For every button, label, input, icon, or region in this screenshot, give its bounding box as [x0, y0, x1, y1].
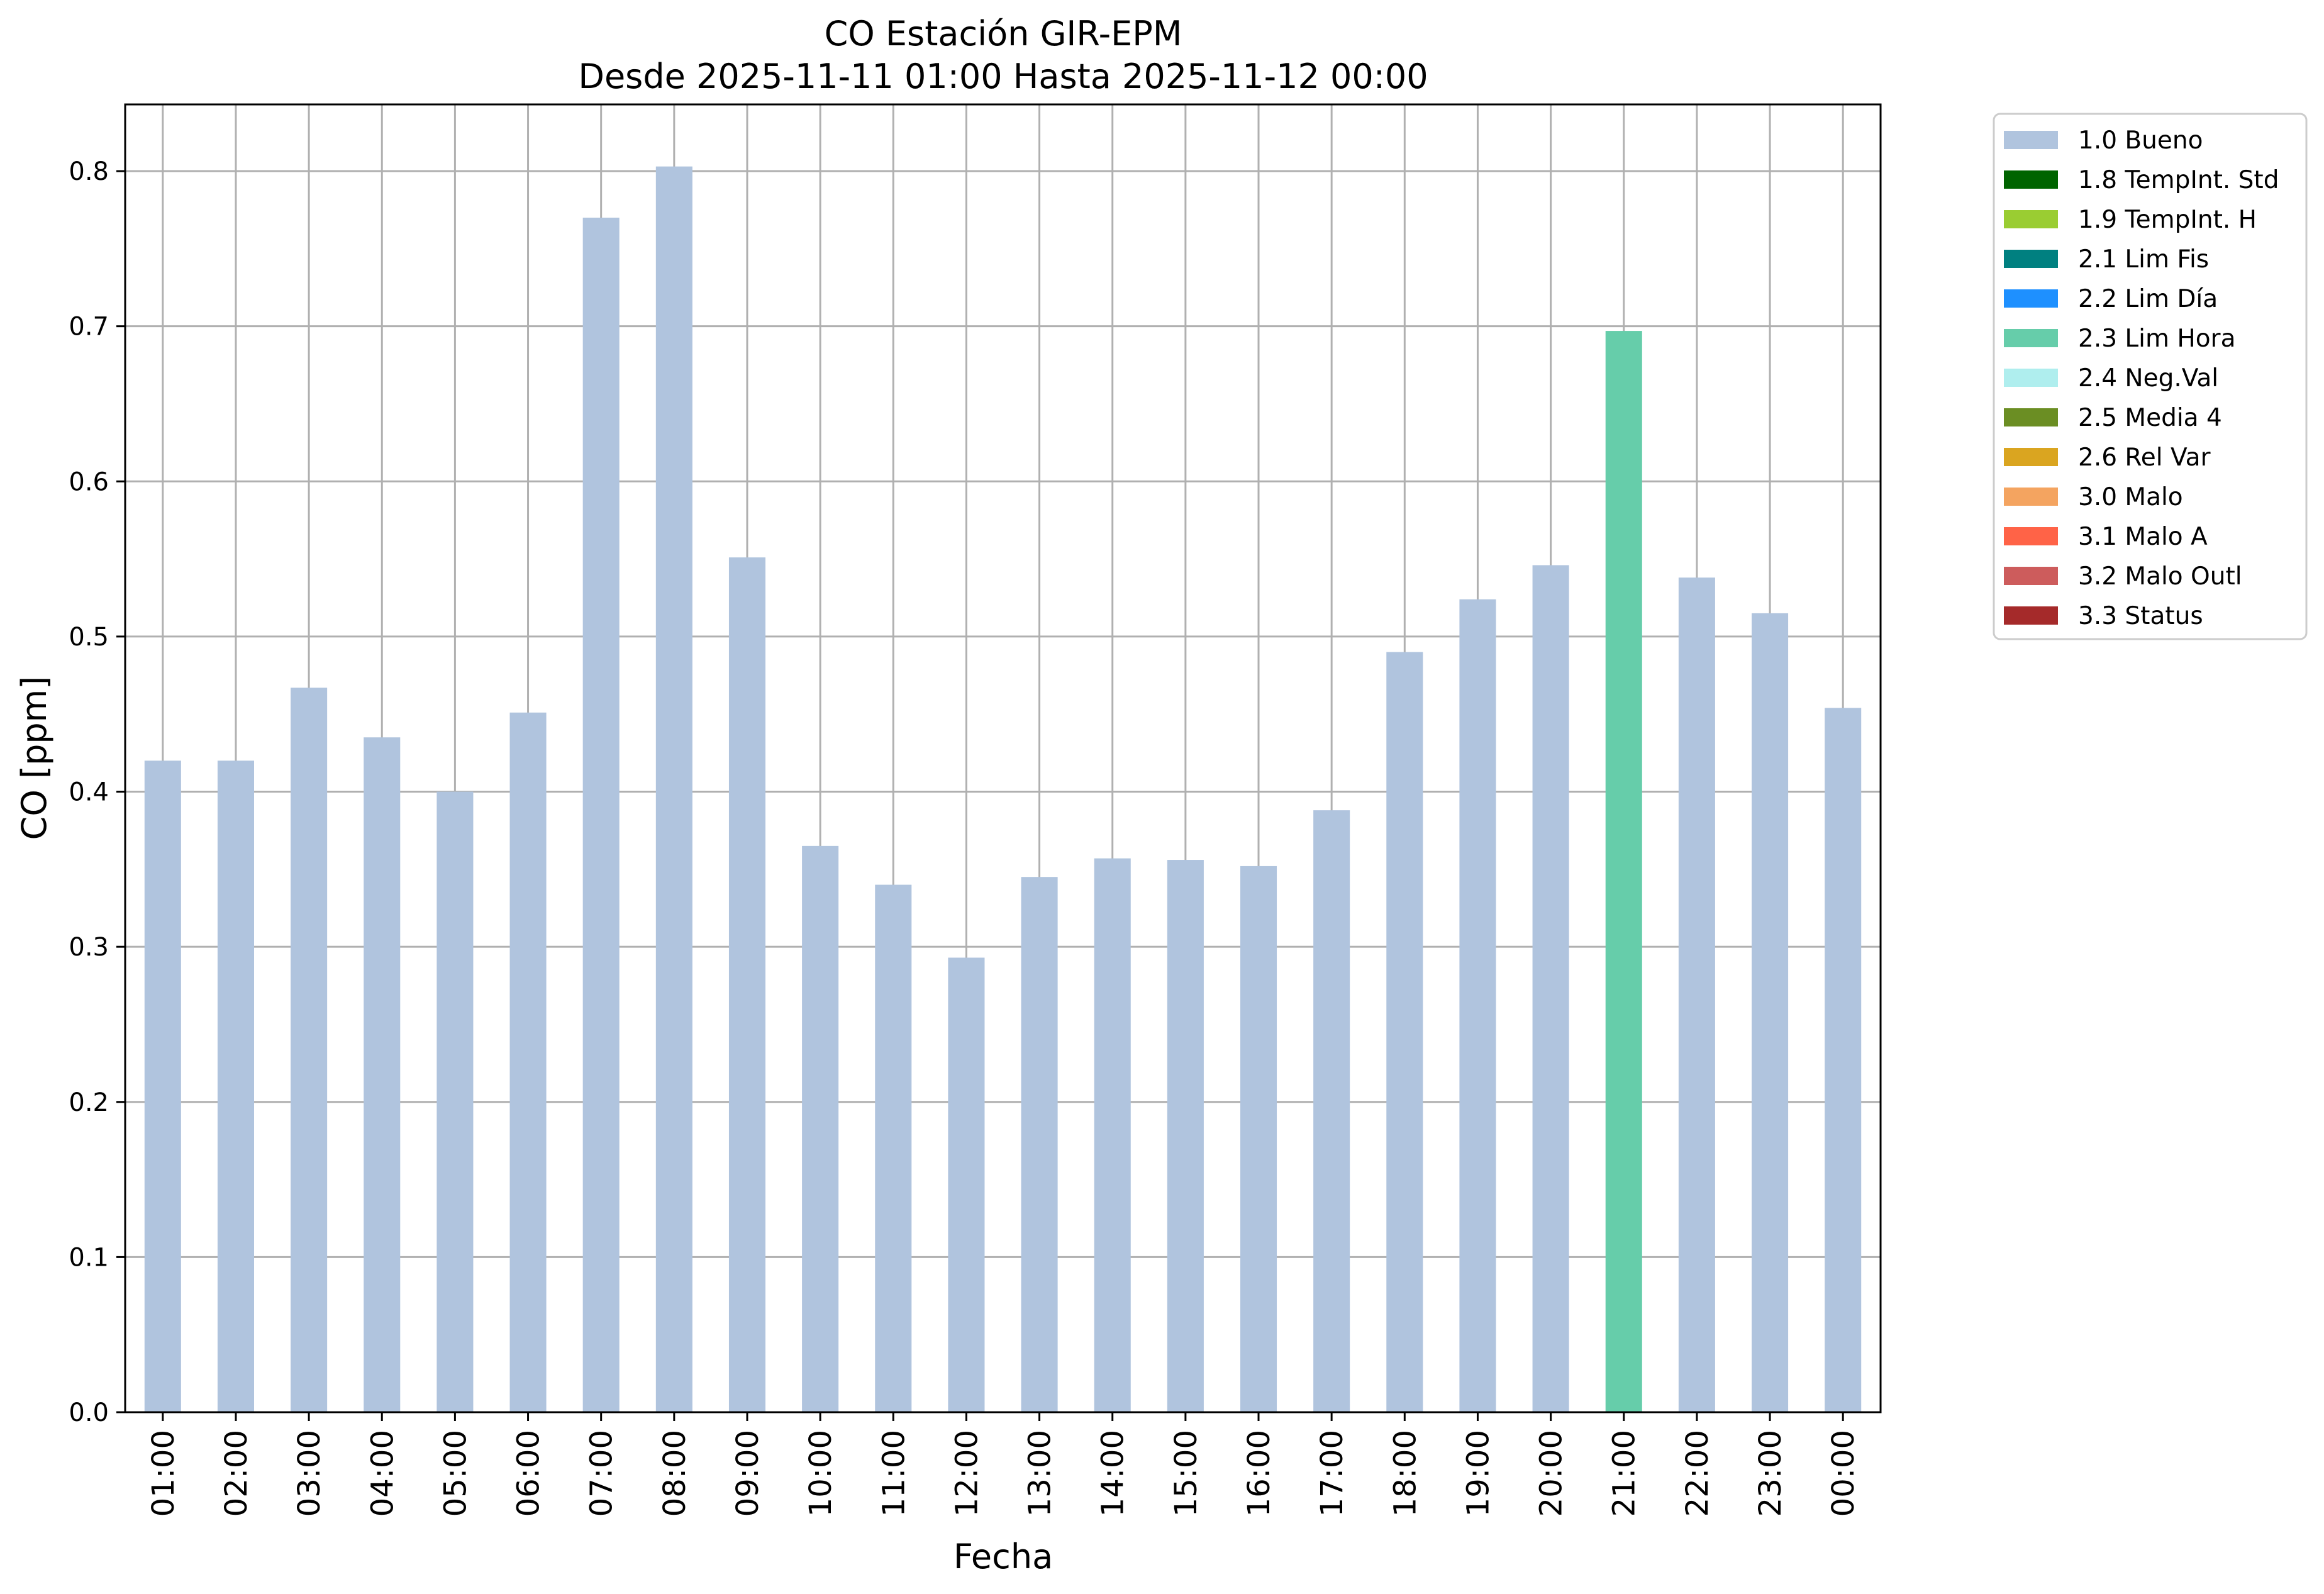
y-tick-label: 0.5 — [69, 623, 109, 652]
y-tick-label: 0.4 — [69, 778, 109, 807]
bar-0000 — [1825, 708, 1862, 1412]
legend-swatch — [2004, 408, 2058, 426]
y-tick-label: 0.8 — [69, 157, 109, 186]
x-tick-label: 02:00 — [219, 1430, 254, 1517]
bar-0300 — [291, 688, 328, 1412]
bar-series — [144, 166, 1862, 1413]
bar-1700 — [1313, 810, 1350, 1412]
bar-1300 — [1021, 877, 1058, 1412]
legend-label: 1.8 TempInt. Std — [2078, 166, 2279, 194]
bar-1500 — [1167, 860, 1204, 1412]
legend-swatch — [2004, 131, 2058, 149]
x-axis-label: Fecha — [954, 1537, 1053, 1576]
bar-0900 — [728, 557, 766, 1412]
x-tick-label: 06:00 — [511, 1430, 547, 1517]
plot-frame — [124, 103, 1882, 1413]
legend-label: 2.2 Lim Día — [2078, 285, 2218, 313]
bar-2200 — [1678, 577, 1715, 1412]
legend-swatch — [2004, 329, 2058, 347]
x-tick-label: 12:00 — [949, 1430, 984, 1517]
legend-swatch — [2004, 567, 2058, 585]
legend-label: 3.2 Malo Outl — [2078, 562, 2242, 591]
legend-label: 2.3 Lim Hora — [2078, 325, 2236, 353]
legend-label: 3.0 Malo — [2078, 483, 2183, 511]
x-tick-label: 20:00 — [1534, 1430, 1569, 1517]
x-tick-label: 13:00 — [1023, 1430, 1058, 1517]
bar-0800 — [655, 166, 692, 1412]
x-tick-label: 23:00 — [1753, 1430, 1788, 1517]
bar-0600 — [509, 712, 547, 1412]
legend-swatch — [2004, 606, 2058, 625]
bar-0100 — [144, 761, 181, 1412]
bar-2000 — [1532, 565, 1569, 1413]
bar-1400 — [1094, 858, 1131, 1412]
x-tick-label: 07:00 — [584, 1430, 620, 1517]
bar-1600 — [1240, 866, 1277, 1412]
x-tick-label: 10:00 — [803, 1430, 838, 1517]
legend-swatch — [2004, 369, 2058, 387]
x-axis-ticks: 01:00 02:00 03:00 04:00 05:00 06:00 07:00 08:00… — [146, 1412, 1861, 1517]
x-tick-label: 09:00 — [730, 1430, 765, 1517]
bar-0500 — [436, 791, 474, 1412]
legend-label: 2.1 Lim Fis — [2078, 245, 2209, 274]
legend-label: 1.0 Bueno — [2078, 126, 2203, 155]
legend: 1.0 Bueno 1.8 TempInt. Std 1.9 TempInt. H 2… — [1993, 113, 2308, 640]
x-tick-label: 11:00 — [876, 1430, 911, 1517]
y-axis-ticks: 0.0 0.1 0.2 0.3 0.4 0.5 0.6 0.7 0.8 — [69, 157, 125, 1427]
legend-label: 2.5 Media 4 — [2078, 404, 2222, 432]
y-tick-label: 0.1 — [69, 1243, 109, 1272]
bar-1900 — [1459, 599, 1496, 1412]
legend-label: 3.3 Status — [2078, 602, 2203, 630]
y-tick-label: 0.7 — [69, 313, 109, 342]
x-tick-label: 04:00 — [365, 1430, 400, 1517]
bar-1000 — [802, 845, 839, 1412]
x-tick-label: 21:00 — [1607, 1430, 1642, 1517]
x-tick-label: 14:00 — [1096, 1430, 1131, 1517]
legend-swatch — [2004, 448, 2058, 466]
x-tick-label: 17:00 — [1315, 1430, 1350, 1517]
x-tick-label: 22:00 — [1680, 1430, 1715, 1517]
legend-label: 1.9 TempInt. H — [2078, 206, 2257, 234]
y-tick-label: 0.0 — [69, 1398, 109, 1427]
chart-subtitle: Desde 2025-11-11 01:00 Hasta 2025-11-12 … — [578, 57, 1428, 96]
bar-1100 — [875, 884, 912, 1412]
bar-0700 — [582, 218, 620, 1413]
legend-label: 3.1 Malo A — [2078, 523, 2208, 551]
chart-title: CO Estación GIR-EPM — [825, 14, 1182, 53]
y-tick-label: 0.6 — [69, 467, 109, 496]
legend-swatch — [2004, 250, 2058, 268]
bar-1200 — [948, 957, 985, 1412]
x-tick-label: 05:00 — [438, 1430, 473, 1517]
y-tick-label: 0.2 — [69, 1088, 109, 1117]
legend-swatch — [2004, 527, 2058, 545]
bar-2100 — [1605, 331, 1642, 1412]
legend-label: 2.4 Neg.Val — [2078, 364, 2218, 393]
x-tick-label: 01:00 — [146, 1430, 181, 1517]
x-tick-label: 15:00 — [1169, 1430, 1204, 1517]
x-tick-label: 00:00 — [1826, 1430, 1861, 1517]
legend-label: 2.6 Rel Var — [2078, 443, 2211, 472]
x-tick-label: 03:00 — [292, 1430, 327, 1517]
legend-swatch — [2004, 488, 2058, 506]
bar-2300 — [1752, 613, 1789, 1412]
legend-swatch — [2004, 210, 2058, 228]
y-axis-label: CO [ppm] — [14, 676, 54, 840]
bar-1800 — [1386, 652, 1423, 1412]
legend-frame — [1993, 113, 2308, 640]
legend-swatch — [2004, 289, 2058, 308]
legend-swatch — [2004, 170, 2058, 189]
x-tick-label: 19:00 — [1460, 1430, 1496, 1517]
x-tick-label: 08:00 — [657, 1430, 692, 1517]
x-tick-label: 16:00 — [1242, 1430, 1277, 1517]
legend-items: 1.0 Bueno 1.8 TempInt. Std 1.9 TempInt. H 2… — [2004, 126, 2279, 630]
bar-0200 — [217, 761, 254, 1412]
y-tick-label: 0.3 — [69, 933, 109, 962]
bar-0400 — [364, 737, 401, 1412]
x-tick-label: 18:00 — [1387, 1430, 1423, 1517]
